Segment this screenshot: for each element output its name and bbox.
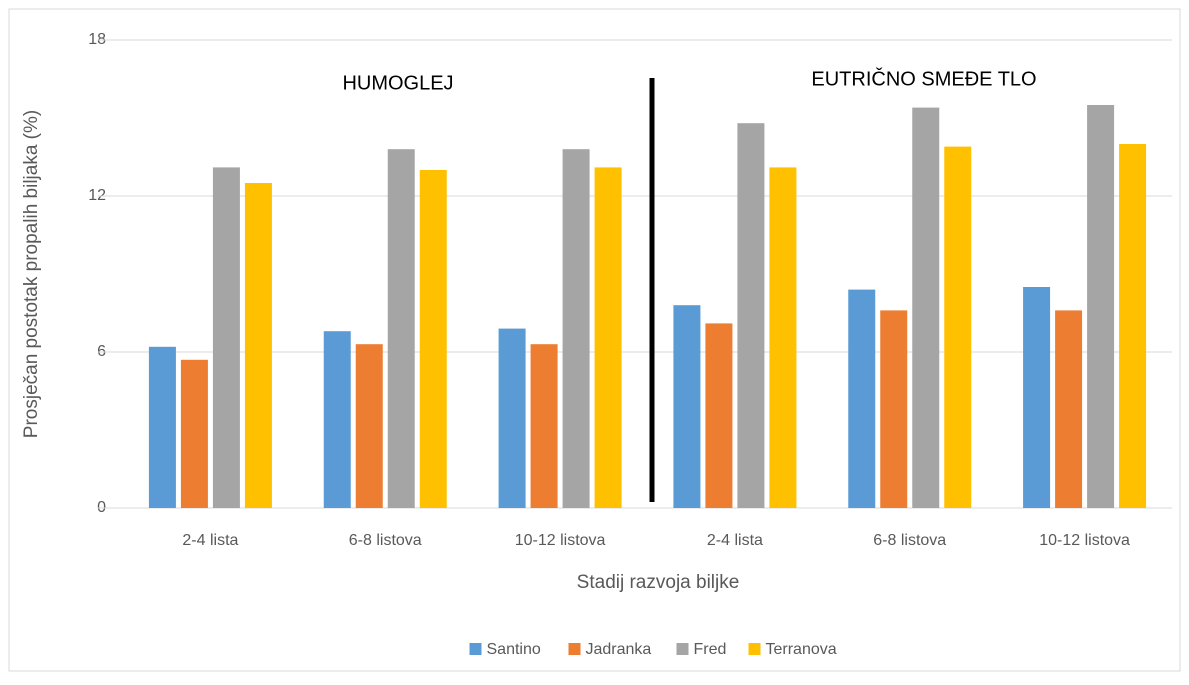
bar: [180, 359, 208, 508]
legend-label: Fred: [694, 641, 727, 658]
x-tick-label: 10-12 listova: [515, 532, 606, 549]
x-tick-label: 6-8 listova: [349, 532, 422, 549]
bar: [1023, 287, 1051, 508]
legend-swatch: [748, 643, 761, 655]
legend-label: Santino: [487, 641, 541, 658]
bar: [244, 183, 272, 508]
bar: [323, 331, 351, 508]
x-tick-label: 2-4 lista: [707, 532, 763, 549]
bar: [387, 149, 415, 508]
bar: [737, 123, 765, 508]
x-axis-label: Stadij razvoja biljke: [577, 572, 740, 593]
bar: [594, 167, 622, 508]
bar: [530, 344, 558, 508]
x-tick-label: 2-4 lista: [182, 532, 238, 549]
bar: [705, 323, 733, 508]
bar: [912, 107, 940, 508]
bar: [212, 167, 240, 508]
bar: [848, 289, 876, 508]
x-tick-label: 10-12 listova: [1039, 532, 1130, 549]
legend-swatch: [676, 643, 689, 655]
bar: [148, 346, 176, 508]
bar: [769, 167, 797, 508]
y-axis-label: Prosječan postotak propalih biljaka (%): [21, 110, 42, 438]
bar: [562, 149, 590, 508]
bar: [880, 310, 908, 508]
bar: [673, 305, 701, 508]
bar: [1087, 105, 1115, 508]
bar: [1119, 144, 1147, 508]
bar: [1055, 310, 1083, 508]
legend-label: Terranova: [766, 641, 837, 658]
annotation: HUMOGLEJ: [342, 72, 453, 94]
bar: [419, 170, 447, 508]
legend-swatch: [568, 643, 581, 655]
legend-label: Jadranka: [586, 641, 652, 658]
chart-border: [8, 8, 1181, 672]
y-tick-label: 12: [88, 187, 106, 204]
bar: [944, 146, 972, 508]
x-tick-label: 6-8 listova: [873, 532, 946, 549]
bar: [498, 328, 526, 508]
bar: [355, 344, 383, 508]
annotation: EUTRIČNO SMEĐE TLO: [811, 67, 1036, 90]
y-tick-label: 18: [88, 31, 106, 48]
legend-swatch: [469, 643, 482, 655]
